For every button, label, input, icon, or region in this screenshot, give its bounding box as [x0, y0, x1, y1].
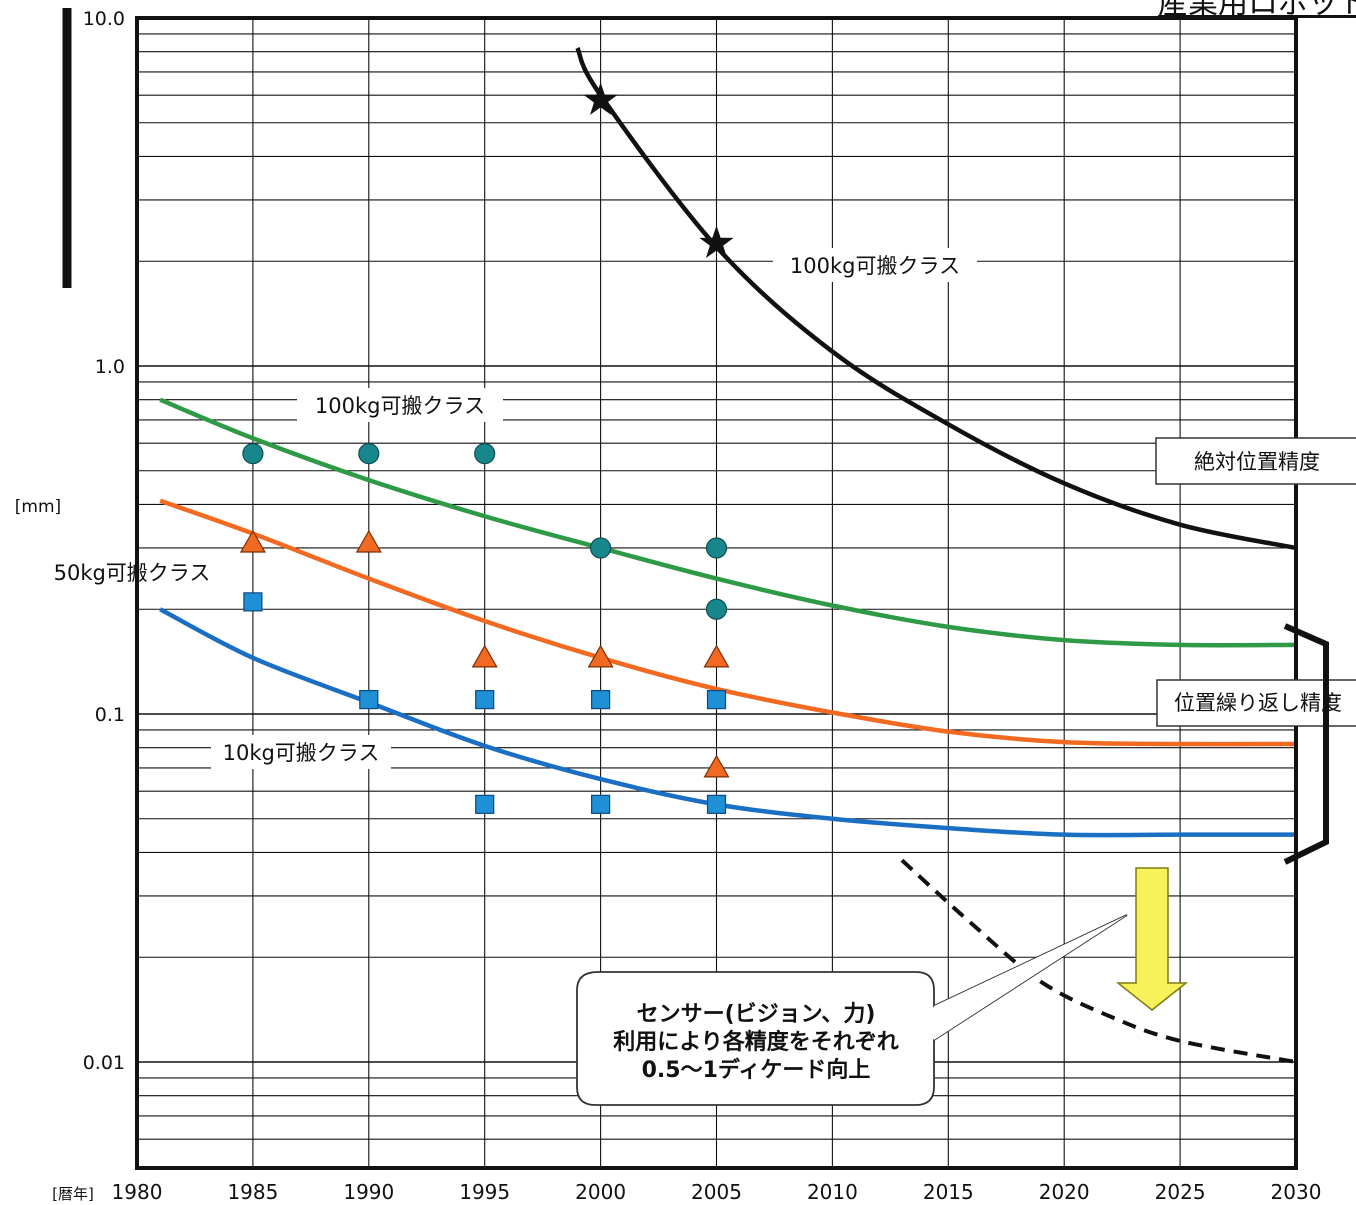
x-tick-label: 2010 [807, 1180, 858, 1204]
marker-star [699, 225, 734, 259]
marker-triangle [471, 644, 498, 668]
x-tick-label: 2030 [1271, 1180, 1322, 1204]
marker-square [475, 794, 495, 814]
label-rep-100kg: 100kg可搬クラス [315, 394, 485, 418]
marker-triangle [703, 644, 730, 668]
x-tick-label: 2025 [1155, 1180, 1206, 1204]
x-tick-label: 1995 [459, 1180, 510, 1204]
marker-square [590, 689, 611, 710]
label-abs-100kg: 100kg可搬クラス [790, 254, 960, 278]
y-tick-label: 10.0 [83, 8, 125, 30]
curve-abs-100kg [575, 47, 1297, 551]
legend-repeat-box [1156, 679, 1356, 727]
x-tick-label: 1990 [343, 1180, 394, 1204]
callout-text-line: 0.5〜1ディケード向上 [642, 1057, 871, 1083]
legend-absolute-label: 絶対位置精度 [1194, 450, 1320, 474]
y-tick-label: 0.01 [83, 1052, 125, 1074]
x-tick-label: 1985 [227, 1180, 278, 1204]
label-rep-10kg: 10kg可搬クラス [223, 741, 380, 765]
markers [239, 82, 734, 814]
marker-square [706, 794, 727, 814]
legend-repeat-label: 位置繰り返し精度 [1174, 691, 1342, 715]
marker-square [590, 794, 611, 814]
x-unit-label: [暦年] [52, 1185, 94, 1203]
marker-square [706, 689, 727, 710]
callout-bubble [576, 914, 1128, 1106]
decorations: 絶対位置精度位置繰り返し精度センサー(ビジョン、力)利用により各精度をそれぞれ0… [576, 437, 1356, 1106]
callout-tail-fill [934, 915, 1127, 1040]
bracket-repeat [1283, 623, 1329, 865]
x-tick-label: 2005 [691, 1180, 742, 1204]
y-tick-label: 1.0 [95, 356, 125, 378]
marker-square [475, 689, 495, 710]
callout-text-line: センサー(ビジョン、力) [637, 1002, 876, 1027]
y-tick-label: 0.1 [95, 704, 125, 726]
marker-triangle [239, 529, 266, 553]
x-tick-label: 2020 [1039, 1180, 1090, 1204]
label-rep-50kg-bg [50, 556, 214, 588]
marker-star [583, 82, 618, 115]
marker-square [359, 689, 379, 710]
page-title: 産業用ロボット [1158, 0, 1356, 21]
marker-circle [589, 537, 612, 559]
curve-sensor-future [900, 858, 1297, 1064]
curve-rep-100kg [159, 397, 1297, 648]
callout-text-line: 利用により各精度をそれぞれ [613, 1029, 899, 1055]
axes: 10.0 1.0 0.1 0.01 [mm] 1980 1985 1990 1995 2000 20… [15, 8, 1322, 1204]
label-rep-100kg-bg [297, 388, 503, 422]
x-tick-label: 2015 [923, 1180, 974, 1204]
curve-labels: 100kg可搬クラス 100kg可搬クラス 10kg可搬クラス 50kg可搬クラス [50, 248, 977, 769]
marker-circle [474, 443, 496, 465]
marker-triangle [703, 754, 730, 778]
plot-frame [135, 16, 1298, 1170]
down-arrow-icon [1115, 867, 1189, 1011]
marker-triangle [587, 644, 614, 668]
x-tick-label: 2000 [575, 1180, 626, 1204]
marker-triangle [355, 529, 382, 553]
y-unit-label: [mm] [15, 497, 61, 517]
marker-circle [705, 537, 728, 559]
marker-circle [358, 443, 380, 465]
curve-rep-50kg [159, 498, 1297, 747]
marker-square [243, 592, 263, 612]
label-abs-100kg-bg [773, 248, 977, 282]
marker-circle [705, 598, 728, 620]
marker-circle [242, 443, 264, 465]
label-rep-10kg-bg [211, 735, 391, 769]
label-rep-50kg: 50kg可搬クラス [54, 561, 211, 585]
legend-absolute-box [1155, 437, 1356, 485]
x-tick-label: 1980 [112, 1180, 163, 1204]
curves [159, 47, 1297, 1064]
